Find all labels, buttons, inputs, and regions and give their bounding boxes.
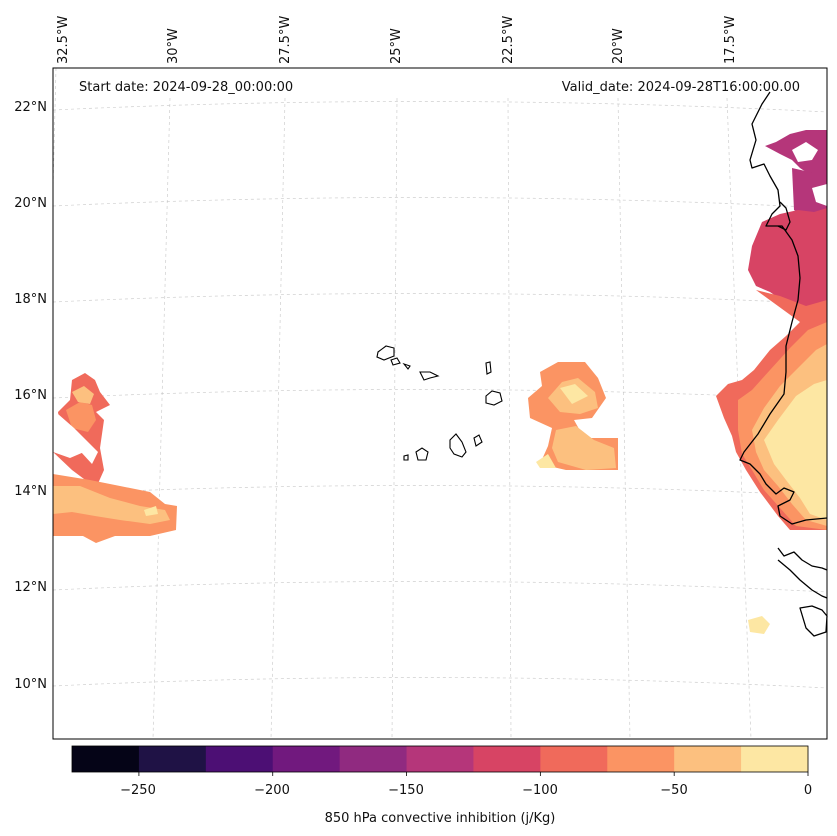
maio-island (473, 434, 483, 447)
brava-island (403, 454, 409, 461)
lat-label-22n: 22°N (14, 100, 47, 115)
fogo-island (415, 447, 429, 461)
colorbar-tick-minus150: −150 (388, 783, 424, 798)
colorbar-band-7 (540, 746, 608, 772)
sal-island (485, 361, 492, 375)
lon-label-17-5w: 17.5°W (723, 16, 738, 64)
colorbar-tick-0: 0 (804, 783, 812, 798)
colorbar-band-0 (72, 746, 140, 772)
lat-label-18n: 18°N (14, 292, 47, 307)
lat-label-20n: 20°N (14, 196, 47, 211)
santiago-island (449, 433, 467, 458)
map-frame (52, 67, 828, 740)
cin-patch-west (53, 373, 177, 543)
lat-label-12n: 12°N (14, 580, 47, 595)
lon-label-20w: 20°W (611, 28, 626, 64)
cape-verde-islands (376, 345, 503, 461)
lat-label-16n: 16°N (14, 388, 47, 403)
start-date-label: Start date: 2024-09-28_00:00:00 (79, 80, 293, 95)
colorbar-label: 850 hPa convective inhibition (j/Kg) (325, 811, 556, 826)
colorbar-tick-minus50: −50 (660, 783, 687, 798)
cin-patch-central (528, 362, 618, 470)
colorbar-band-1 (138, 746, 207, 772)
map-panel (53, 68, 827, 739)
colorbar-outline (71, 745, 809, 773)
santo-antao-island (376, 345, 395, 361)
valid-date-label: Valid_date: 2024-09-28T16:00:00.00 (562, 80, 800, 95)
african-coastline (739, 91, 828, 525)
lon-label-25w: 25°W (389, 28, 404, 64)
colorbar-ticks (138, 772, 809, 776)
lon-label-22-5w: 22.5°W (501, 16, 516, 64)
colorbar-band-2 (205, 746, 274, 772)
colorbar-bands (72, 746, 809, 772)
colorbar-band-5 (406, 746, 474, 772)
longitude-labels: 32.5°W 30°W 27.5°W 25°W 22.5°W 20°W 17.5… (56, 16, 738, 64)
lat-label-10n: 10°N (14, 677, 47, 692)
colorbar-band-8 (607, 746, 675, 772)
lon-label-27-5w: 27.5°W (278, 16, 293, 64)
lon-label-32-5w: 32.5°W (56, 16, 71, 64)
graticule (52, 67, 828, 740)
lat-label-14n: 14°N (14, 484, 47, 499)
colorbar-band-3 (272, 746, 341, 772)
colorbar-band-10 (741, 746, 809, 772)
colorbar-tick-minus250: −250 (120, 783, 156, 798)
sao-nicolau-island (419, 371, 440, 381)
santa-luzia-island (402, 362, 411, 370)
colorbar-tick-minus200: −200 (254, 783, 290, 798)
boa-vista-island (485, 390, 503, 406)
colorbar: −250 −200 −150 −100 −50 0 850 hPa convec… (71, 745, 812, 826)
cin-fields (53, 130, 827, 634)
latitude-labels: 22°N 20°N 18°N 16°N 14°N 12°N 10°N (14, 100, 47, 692)
cin-patch-east (716, 130, 827, 634)
colorbar-band-6 (473, 746, 541, 772)
colorbar-band-4 (339, 746, 408, 772)
colorbar-band-9 (674, 746, 742, 772)
colorbar-tick-minus100: −100 (522, 783, 558, 798)
lon-label-30w: 30°W (166, 28, 181, 64)
sao-vicente-island (390, 357, 401, 366)
